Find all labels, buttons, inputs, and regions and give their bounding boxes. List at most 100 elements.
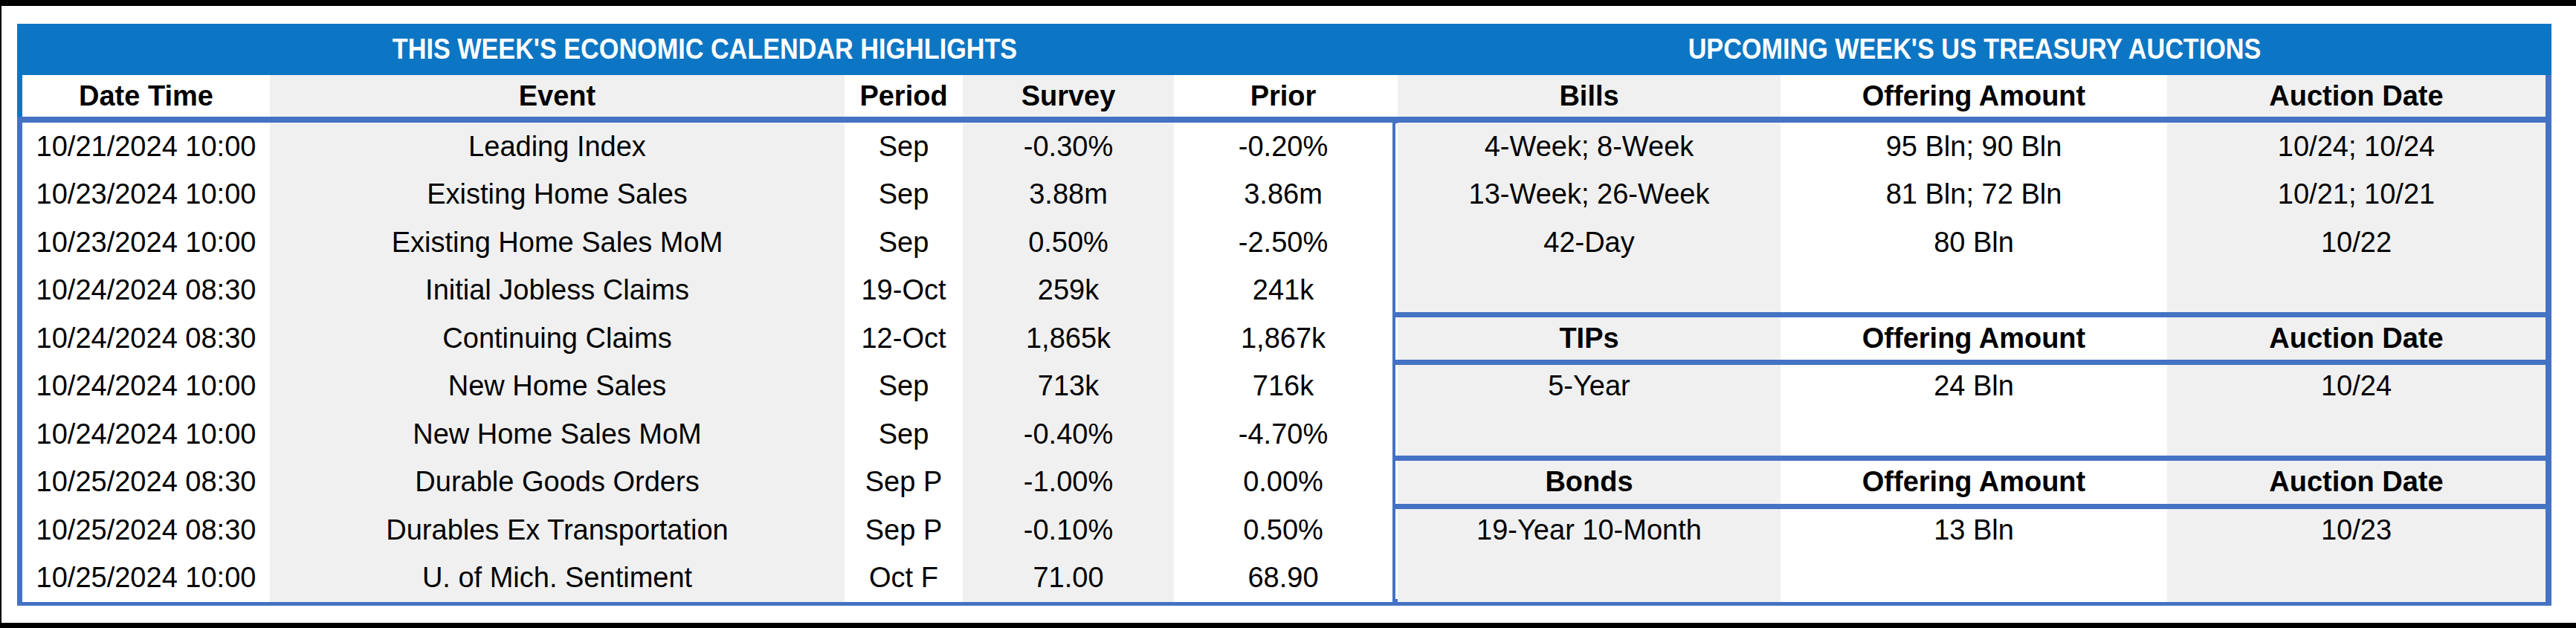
calendar-cell: Sep P — [845, 506, 963, 554]
table-right-border — [2546, 75, 2551, 604]
calendar-cell: 259k — [963, 267, 1174, 315]
auction-cell: 13 Bln — [1781, 506, 2167, 554]
calendar-cell: New Home Sales — [270, 363, 845, 411]
tips-section-top-border — [1395, 312, 2546, 317]
calendar-cell: Sep — [845, 363, 963, 411]
auction-cell: 42-Day — [1398, 218, 1781, 267]
auction-cell-blank — [1398, 554, 1781, 603]
calendar-header-date-time: Date Time — [22, 75, 270, 117]
calendar-cell: Sep — [845, 171, 963, 219]
calendar-cell: 68.90 — [1174, 554, 1392, 603]
tips-section-header-underline — [1395, 360, 2546, 365]
calendar-cell: 241k — [1174, 267, 1392, 315]
auction-cell-blank — [1781, 267, 2167, 315]
auction-cell: 10/23 — [2167, 506, 2546, 554]
auction-cell: 5-Year — [1398, 363, 1781, 411]
auction-cell: 81 Bln; 72 Bln — [1781, 171, 2167, 219]
auctions-header-auction-date: Auction Date — [2167, 75, 2546, 117]
frame-top-border — [0, 0, 2576, 6]
auction-cell-blank — [2167, 267, 2546, 315]
calendar-cell: Oct F — [845, 554, 963, 603]
calendar-cell: 10/21/2024 10:00 — [22, 123, 270, 171]
calendar-cell: -0.40% — [963, 410, 1174, 459]
calendar-cell: 713k — [963, 363, 1174, 411]
auctions-header-auction-date: Auction Date — [2167, 314, 2546, 363]
auction-cell: 95 Bln; 90 Bln — [1781, 123, 2167, 171]
auctions-header-tips: TIPs — [1398, 314, 1781, 363]
calendar-cell: New Home Sales MoM — [270, 410, 845, 459]
calendar-cell: -1.00% — [963, 459, 1174, 507]
calendar-cell: 19-Oct — [845, 267, 963, 315]
auctions-header-offering-amount: Offering Amount — [1781, 75, 2167, 117]
bonds-section-top-border — [1395, 456, 2546, 461]
auction-cell-blank — [2167, 554, 2546, 603]
auctions-header-bills: Bills — [1398, 75, 1781, 117]
calendar-cell: 0.00% — [1174, 459, 1392, 507]
auction-cell: 19-Year 10-Month — [1398, 506, 1781, 554]
frame-left-border — [0, 0, 1, 628]
calendar-cell: 10/23/2024 10:00 — [22, 218, 270, 267]
auction-cell: 4-Week; 8-Week — [1398, 123, 1781, 171]
calendar-cell: 716k — [1174, 363, 1392, 411]
auctions-header-row: Bills Offering Amount Auction Date — [1398, 75, 2546, 117]
frame-bottom-border — [0, 623, 2576, 628]
auction-cell: 80 Bln — [1781, 218, 2167, 267]
calendar-header-row: Date Time Event Period Survey Prior — [22, 75, 1392, 117]
calendar-cell: Leading Index — [270, 123, 845, 171]
calendar-cell: Sep — [845, 218, 963, 267]
treasury-calendar-page: THIS WEEK'S ECONOMIC CALENDAR HIGHLIGHTS… — [0, 0, 2576, 628]
auction-cell: 10/24; 10/24 — [2167, 123, 2546, 171]
calendar-cell: Existing Home Sales — [270, 171, 845, 219]
calendar-cell: U. of Mich. Sentiment — [270, 554, 845, 603]
calendar-cell: 12-Oct — [845, 314, 963, 363]
calendar-cell: 1,867k — [1174, 314, 1392, 363]
auctions-header-offering-amount: Offering Amount — [1781, 459, 2167, 507]
calendar-cell: 10/24/2024 08:30 — [22, 267, 270, 315]
calendar-cell: -2.50% — [1174, 218, 1392, 267]
auction-cell: 10/21; 10/21 — [2167, 171, 2546, 219]
calendar-header-prior: Prior — [1174, 75, 1392, 117]
bonds-section-header-underline — [1395, 504, 2546, 509]
auction-cell: 10/24 — [2167, 363, 2546, 411]
header-banner: THIS WEEK'S ECONOMIC CALENDAR HIGHLIGHTS… — [17, 24, 2551, 75]
calendar-cell: 10/25/2024 10:00 — [22, 554, 270, 603]
calendar-cell: Sep — [845, 410, 963, 459]
calendar-cell: 10/24/2024 10:00 — [22, 410, 270, 459]
auctions-header-offering-amount: Offering Amount — [1781, 314, 2167, 363]
calendar-cell: -4.70% — [1174, 410, 1392, 459]
auction-cell: 24 Bln — [1781, 363, 2167, 411]
calendar-header-period: Period — [845, 75, 963, 117]
calendar-cell: 10/25/2024 08:30 — [22, 459, 270, 507]
auctions-header-auction-date: Auction Date — [2167, 459, 2546, 507]
auction-cell-blank — [2167, 410, 2546, 459]
calendar-cell: -0.10% — [963, 506, 1174, 554]
calendar-cell: Existing Home Sales MoM — [270, 218, 845, 267]
auction-cell-blank — [1781, 410, 2167, 459]
calendar-cell: 0.50% — [1174, 506, 1392, 554]
calendar-header-event: Event — [270, 75, 845, 117]
auction-cell-blank — [1398, 410, 1781, 459]
table-left-border — [17, 117, 22, 604]
calendar-cell: Initial Jobless Claims — [270, 267, 845, 315]
calendar-header-survey: Survey — [963, 75, 1174, 117]
calendar-cell: Durable Goods Orders — [270, 459, 845, 507]
calendar-table-body: 10/21/2024 10:00 Leading Index Sep -0.30… — [22, 123, 1392, 602]
calendar-cell: Sep P — [845, 459, 963, 507]
calendar-cell: 10/24/2024 08:30 — [22, 314, 270, 363]
calendar-cell: 10/25/2024 08:30 — [22, 506, 270, 554]
left-border-header-segment — [17, 75, 22, 117]
calendar-cell: 3.86m — [1174, 171, 1392, 219]
calendar-cell: 0.50% — [963, 218, 1174, 267]
calendar-cell: 3.88m — [963, 171, 1174, 219]
auction-cell-blank — [1781, 554, 2167, 603]
auction-cell-blank — [1398, 267, 1781, 315]
calendar-cell: 10/24/2024 10:00 — [22, 363, 270, 411]
calendar-cell: Continuing Claims — [270, 314, 845, 363]
auctions-header-bonds: Bonds — [1398, 459, 1781, 507]
calendar-cell: -0.30% — [963, 123, 1174, 171]
auction-cell: 13-Week; 26-Week — [1398, 171, 1781, 219]
calendar-cell: Durables Ex Transportation — [270, 506, 845, 554]
calendar-cell: Sep — [845, 123, 963, 171]
auction-cell: 10/22 — [2167, 218, 2546, 267]
calendar-cell: 10/23/2024 10:00 — [22, 171, 270, 219]
